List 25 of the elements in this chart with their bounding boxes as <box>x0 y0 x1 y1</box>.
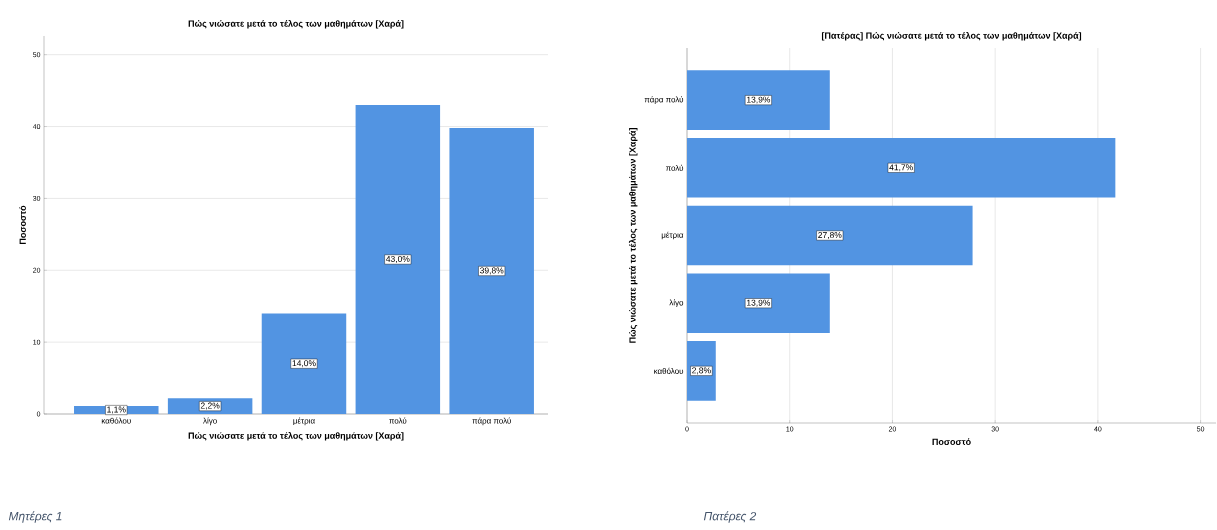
data-label: 27,8% <box>818 232 842 239</box>
y-axis-title: Ποσοστό <box>19 205 26 244</box>
bar <box>687 273 830 333</box>
data-label: 39,8% <box>480 267 504 275</box>
data-label: 2,2% <box>200 402 220 410</box>
data-label: 13,9% <box>747 96 771 104</box>
x-axis-title: Πώς νιώσατε μετά το τέλος των μαθημάτων [Χαρά] <box>188 432 404 441</box>
data-label: 41,7% <box>889 164 913 172</box>
x-axis-title: Ποσοστό <box>932 438 971 445</box>
bar <box>261 313 347 414</box>
text: Μητέρες 1 <box>8 511 62 523</box>
data-label: 13,9% <box>747 299 771 307</box>
data-label: 14,0% <box>292 360 316 368</box>
data-label: 1,1% <box>107 406 126 414</box>
chart-title: Πώς νιώσατε μετά το τέλος των μαθημάτων [Χαρά] <box>188 19 404 29</box>
y-axis-title: Πώς νιώσατε μετά το τέλος των μαθημάτων [Χαρά] <box>628 128 638 343</box>
data-label: 43,0% <box>386 256 410 263</box>
data-label: 2,8% <box>692 367 711 375</box>
bar <box>355 104 441 414</box>
bar <box>687 138 1116 198</box>
bar <box>687 70 830 130</box>
bar <box>687 205 973 266</box>
text: Πατέρες 2 <box>703 511 757 523</box>
bar <box>449 127 534 414</box>
chart-title: [Πατέρας] Πώς νιώσατε μετά το τέλος των μαθημάτων [Χαρά] <box>821 31 1082 41</box>
